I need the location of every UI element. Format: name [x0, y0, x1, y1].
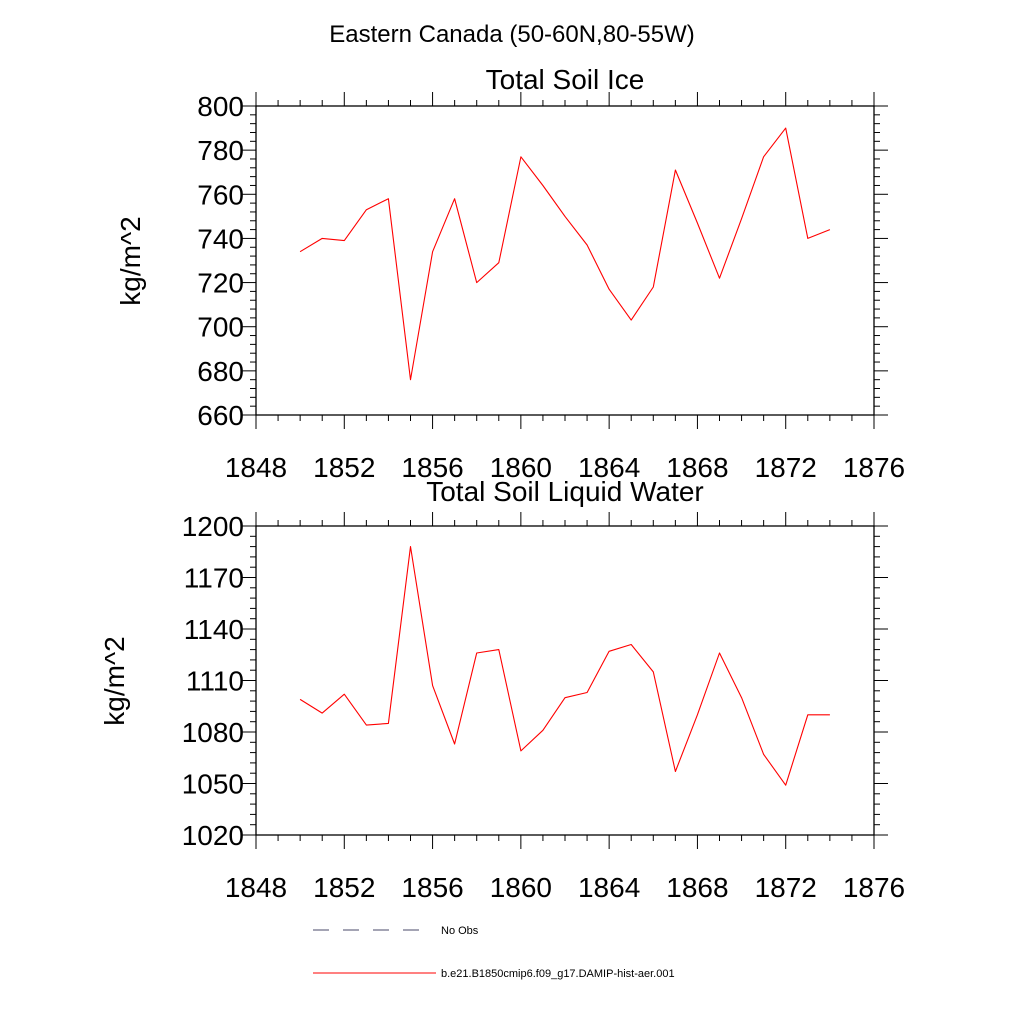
x-tick-label: 1856: [401, 872, 463, 903]
x-axis: 1848 1852 1856 1860 1864 1868 1872 1876: [225, 512, 905, 903]
x-tick-label: 1868: [666, 452, 728, 483]
y-axis-label: kg/m^2: [115, 216, 146, 305]
y-tick-label: 1140: [184, 614, 244, 645]
y-tick-label: 1170: [184, 563, 244, 594]
panel-total-soil-liquid-water: Total Soil Liquid Water 1848 1852 1856 1860…: [99, 476, 905, 903]
y-tick-label: 660: [197, 400, 244, 431]
x-tick-label: 1864: [578, 452, 640, 483]
y-tick-label: 1110: [186, 666, 244, 697]
x-axis: 1848 1852 1856 1860 1864 1868 1872 1876: [225, 92, 905, 483]
x-tick-label: 1848: [225, 872, 287, 903]
x-tick-label: 1860: [490, 872, 552, 903]
legend: No Obs b.e21.B1850cmip6.f09_g17.DAMIP-hi…: [313, 925, 675, 980]
y-tick-label: 700: [197, 312, 244, 343]
x-tick-label: 1856: [401, 452, 463, 483]
series-group: [299, 127, 831, 381]
x-tick-label: 1872: [755, 452, 817, 483]
legend-label-model: b.e21.B1850cmip6.f09_g17.DAMIP-hist-aer.…: [441, 968, 675, 980]
x-tick-label: 1876: [843, 872, 905, 903]
plot-frame: [255, 525, 875, 836]
series-line: [299, 127, 831, 381]
x-tick-label: 1848: [225, 452, 287, 483]
y-tick-label: 800: [197, 91, 244, 122]
figure-title: Eastern Canada (50-60N,80-55W): [329, 21, 695, 48]
y-tick-label: 740: [197, 223, 244, 254]
y-tick-label: 720: [197, 268, 244, 299]
legend-label-no-obs: No Obs: [441, 925, 479, 937]
panel-total-soil-ice: Total Soil Ice 1848 1852 1856 1860 1864 1868 1…: [115, 64, 905, 483]
y-axis-label: kg/m^2: [99, 636, 130, 725]
series-line: [299, 546, 830, 786]
panel-title: Total Soil Ice: [486, 64, 645, 95]
y-tick-label: 780: [197, 135, 244, 166]
y-tick-label: 760: [197, 179, 244, 210]
x-tick-label: 1868: [666, 872, 728, 903]
x-tick-label: 1860: [490, 452, 552, 483]
x-tick-label: 1864: [578, 872, 640, 903]
x-tick-label: 1852: [313, 452, 375, 483]
panel-title: Total Soil Liquid Water: [426, 476, 704, 507]
y-axis: 660 680 700 720 740 760 780 800: [197, 91, 888, 431]
y-tick-label: 1080: [182, 717, 244, 748]
plot-frame: [255, 105, 875, 416]
y-tick-label: 1050: [182, 769, 244, 800]
y-tick-label: 1200: [182, 511, 244, 542]
x-tick-label: 1876: [843, 452, 905, 483]
y-tick-label: 680: [197, 356, 244, 387]
y-tick-label: 1020: [182, 820, 244, 851]
series-group: [299, 546, 830, 786]
y-axis: 1020 1050 1080 1110 1140 1170 1200: [182, 511, 888, 851]
x-tick-label: 1872: [755, 872, 817, 903]
x-tick-label: 1852: [313, 872, 375, 903]
